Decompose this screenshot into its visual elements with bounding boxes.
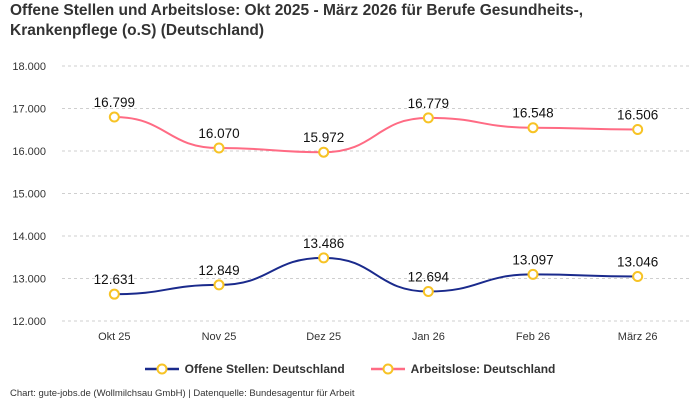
data-label: 12.694 <box>408 270 450 285</box>
y-tick-label: 17.000 <box>12 104 46 116</box>
data-point <box>318 252 330 264</box>
series-line-offene-stellen <box>114 256 638 296</box>
data-label: 12.849 <box>198 263 239 278</box>
data-point <box>108 288 120 300</box>
chart-source-footer: Chart: gute-jobs.de (Wollmilchsau GmbH) … <box>10 388 355 399</box>
data-point <box>632 123 644 135</box>
data-point <box>213 279 225 291</box>
data-label: 16.070 <box>198 126 239 141</box>
legend: Offene Stellen: Deutschland Arbeitslose: … <box>0 362 700 376</box>
data-label: 15.972 <box>303 130 344 145</box>
y-tick-label: 14.000 <box>12 231 46 243</box>
data-label: 16.799 <box>94 95 135 110</box>
x-tick-label: Jan 26 <box>412 331 445 343</box>
data-point <box>527 268 539 280</box>
data-point <box>318 146 330 158</box>
x-tick-label: Dez 25 <box>306 331 341 343</box>
legend-item[interactable]: Offene Stellen: Deutschland <box>144 362 345 376</box>
x-tick-label: Nov 25 <box>202 331 237 343</box>
data-label: 12.631 <box>94 272 135 287</box>
y-tick-label: 15.000 <box>12 189 46 201</box>
x-tick-label: Okt 25 <box>98 331 130 343</box>
data-point <box>213 142 225 154</box>
data-label: 16.506 <box>617 107 658 122</box>
legend-marker-icon <box>144 363 179 375</box>
x-tick-label: Feb 26 <box>516 331 550 343</box>
data-label: 13.097 <box>512 252 553 267</box>
y-tick-label: 13.000 <box>12 274 46 286</box>
line-chart: 12.000 13.000 14.000 15.000 16.000 17.000 18.0… <box>12 61 690 343</box>
x-tick-label: März 26 <box>618 331 658 343</box>
data-point <box>108 111 120 123</box>
data-label: 13.046 <box>617 255 658 270</box>
data-point <box>422 112 434 124</box>
legend-label: Offene Stellen: Deutschland <box>184 362 345 376</box>
series-line-arbeitslose <box>114 116 638 154</box>
legend-item[interactable]: Arbeitslose: Deutschland <box>370 362 556 376</box>
y-tick-label: 18.000 <box>12 61 46 73</box>
data-label: 16.548 <box>512 106 553 121</box>
data-point <box>632 271 644 283</box>
y-tick-label: 12.000 <box>12 316 46 328</box>
data-label: 16.779 <box>408 96 449 111</box>
data-label: 13.486 <box>303 236 344 251</box>
legend-label: Arbeitslose: Deutschland <box>410 362 556 376</box>
y-tick-label: 16.000 <box>12 146 46 158</box>
legend-marker-icon <box>370 363 405 375</box>
data-point <box>527 122 539 134</box>
chart-title: Offene Stellen und Arbeitslose: Okt 2025… <box>10 2 584 39</box>
data-point <box>422 286 434 298</box>
